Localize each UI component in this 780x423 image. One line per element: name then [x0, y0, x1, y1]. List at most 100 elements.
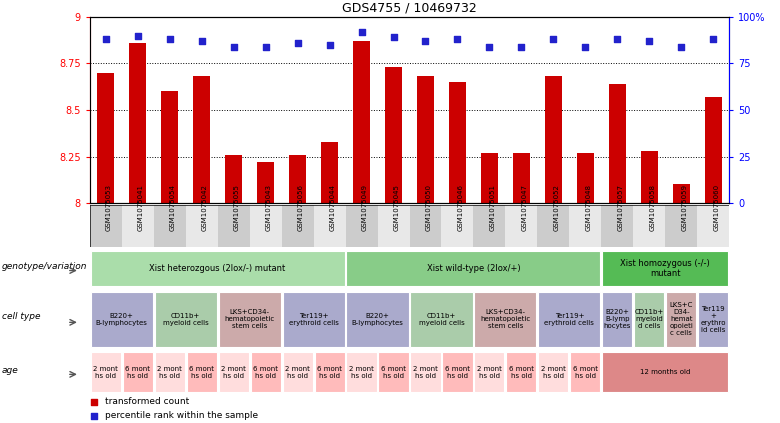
Bar — [186, 205, 218, 247]
Text: GSM1075058: GSM1075058 — [650, 184, 655, 231]
Bar — [257, 162, 275, 203]
Bar — [506, 352, 537, 392]
Bar — [601, 205, 633, 247]
Bar — [154, 205, 186, 247]
Text: B220+
B-lymphocytes: B220+ B-lymphocytes — [352, 313, 403, 326]
Text: 6 mont
hs old: 6 mont hs old — [381, 366, 406, 379]
Bar — [353, 41, 370, 203]
Text: CD11b+
myeloid cells: CD11b+ myeloid cells — [163, 313, 208, 326]
Text: 2 mont
hs old: 2 mont hs old — [477, 366, 502, 379]
Bar — [480, 153, 498, 203]
Text: GSM1075045: GSM1075045 — [394, 184, 399, 231]
Point — [612, 36, 624, 43]
Text: GSM1075042: GSM1075042 — [201, 184, 207, 231]
Bar — [448, 82, 466, 203]
Bar — [218, 205, 250, 247]
Text: 2 mont
hs old: 2 mont hs old — [158, 366, 182, 379]
Point — [337, 232, 349, 239]
Text: percentile rank within the sample: percentile rank within the sample — [105, 411, 258, 420]
Text: GSM1075049: GSM1075049 — [362, 184, 367, 231]
Bar — [538, 291, 601, 347]
Text: B220+
B-lymphocytes: B220+ B-lymphocytes — [96, 313, 147, 326]
Text: GSM1075053: GSM1075053 — [106, 184, 112, 231]
Text: GSM1075048: GSM1075048 — [586, 184, 591, 231]
Point — [131, 32, 144, 39]
Bar — [378, 205, 410, 247]
Point — [228, 43, 240, 50]
Bar — [474, 291, 537, 347]
Bar — [154, 352, 185, 392]
Text: GSM1075050: GSM1075050 — [426, 184, 431, 231]
Bar — [698, 291, 729, 347]
Bar — [410, 352, 441, 392]
Text: 6 mont
hs old: 6 mont hs old — [573, 366, 598, 379]
Bar — [697, 205, 729, 247]
Bar — [90, 205, 122, 247]
Bar — [385, 67, 402, 203]
Bar — [538, 352, 569, 392]
Bar — [441, 205, 473, 247]
Bar — [97, 73, 115, 203]
Bar — [90, 291, 153, 347]
Bar — [417, 77, 434, 203]
Bar — [512, 153, 530, 203]
Text: GSM1075051: GSM1075051 — [490, 184, 495, 231]
Title: GDS4755 / 10469732: GDS4755 / 10469732 — [342, 1, 477, 14]
Bar — [672, 184, 690, 203]
Bar — [161, 91, 179, 203]
Bar — [346, 352, 377, 392]
Bar — [346, 251, 601, 286]
Point — [337, 359, 349, 365]
Point — [580, 43, 592, 50]
Bar — [282, 352, 313, 392]
Bar — [193, 77, 211, 203]
Text: GSM1075059: GSM1075059 — [682, 184, 687, 231]
Bar — [633, 205, 665, 247]
Text: GSM1075056: GSM1075056 — [298, 184, 303, 231]
Text: Ter119+
erythroid cells: Ter119+ erythroid cells — [289, 313, 339, 326]
Text: GSM1075057: GSM1075057 — [618, 184, 623, 231]
Bar — [704, 97, 722, 203]
Text: transformed count: transformed count — [105, 397, 189, 407]
Point — [420, 38, 432, 44]
Text: GSM1075043: GSM1075043 — [265, 184, 271, 231]
Point — [195, 38, 207, 44]
Text: 6 mont
hs old: 6 mont hs old — [125, 366, 151, 379]
Text: 6 mont
hs old: 6 mont hs old — [189, 366, 214, 379]
Text: GSM1075046: GSM1075046 — [457, 184, 463, 231]
Point — [644, 38, 656, 44]
Text: GSM1075054: GSM1075054 — [170, 184, 176, 231]
Bar — [90, 352, 121, 392]
Text: Ter119
+
erythro
id cells: Ter119 + erythro id cells — [700, 306, 726, 333]
Point — [484, 43, 496, 50]
Point — [675, 43, 688, 50]
Text: CD11b+
myeloid
d cells: CD11b+ myeloid d cells — [635, 309, 664, 330]
Bar — [634, 291, 665, 347]
Text: Xist heterozgous (2lox/-) mutant: Xist heterozgous (2lox/-) mutant — [150, 264, 285, 273]
Bar — [122, 205, 154, 247]
Text: GSM1075041: GSM1075041 — [138, 184, 144, 231]
Bar — [346, 205, 378, 247]
Text: GSM1075055: GSM1075055 — [234, 184, 239, 231]
Bar — [640, 151, 658, 203]
Text: B220+
B-lymp
hocytes: B220+ B-lymp hocytes — [604, 309, 631, 330]
Bar — [314, 205, 346, 247]
Bar — [442, 352, 473, 392]
Text: 6 mont
hs old: 6 mont hs old — [509, 366, 534, 379]
Point — [707, 36, 720, 43]
Point — [356, 28, 368, 35]
Bar — [537, 205, 569, 247]
Bar — [225, 155, 243, 203]
Bar — [129, 43, 147, 203]
Text: LKS+CD34-
hematopoietic
stem cells: LKS+CD34- hematopoietic stem cells — [480, 309, 530, 330]
Bar — [218, 291, 281, 347]
Point — [323, 41, 335, 48]
Point — [516, 43, 528, 50]
Text: Ter119+
erythroid cells: Ter119+ erythroid cells — [544, 313, 594, 326]
Bar — [608, 84, 626, 203]
Text: Xist homozygous (-/-)
mutant: Xist homozygous (-/-) mutant — [620, 259, 711, 278]
Bar — [90, 251, 345, 286]
Bar — [314, 352, 345, 392]
Bar — [602, 291, 633, 347]
Text: 2 mont
hs old: 2 mont hs old — [222, 366, 246, 379]
